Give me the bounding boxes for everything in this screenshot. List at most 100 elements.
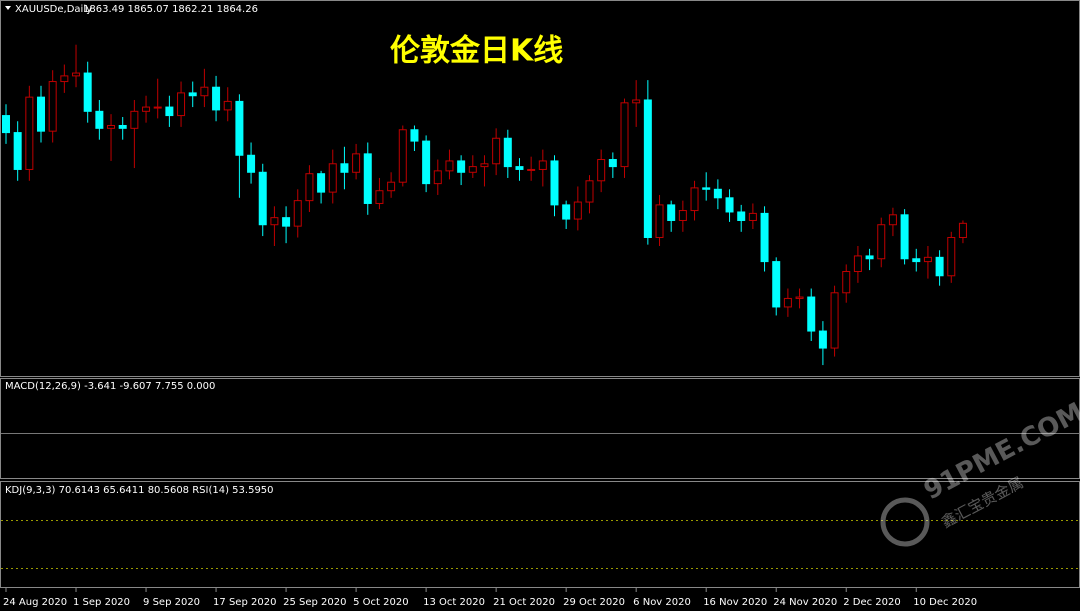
x-tick-label: 9 Sep 2020 (143, 597, 200, 608)
candle-body (818, 330, 827, 349)
candle-body (375, 190, 384, 204)
ohlc-label: 1863.49 1865.07 1862.21 1864.26 (83, 4, 258, 15)
candle-body (877, 224, 886, 260)
candle-body (632, 99, 641, 104)
candle-body (783, 297, 792, 308)
candle-body (725, 197, 734, 213)
candle-body (352, 153, 361, 173)
candle-body (457, 160, 466, 173)
candle-body (737, 211, 746, 221)
candle-body (538, 160, 547, 170)
candle-body (188, 92, 197, 97)
candle-body (410, 129, 419, 142)
candle-body (585, 180, 594, 203)
candle-body (515, 166, 524, 170)
candle-body (72, 72, 81, 77)
candle-body (37, 96, 46, 132)
x-tick-label: 1 Sep 2020 (73, 597, 130, 608)
x-tick-label: 25 Sep 2020 (283, 597, 346, 608)
candles (2, 44, 967, 366)
watermark-logo (880, 497, 930, 547)
candle-body (60, 75, 69, 83)
candle-body (690, 187, 699, 212)
x-tick-label: 2 Dec 2020 (843, 597, 901, 608)
candle-body (842, 271, 851, 294)
candle-body (258, 171, 267, 226)
candle-body (177, 92, 186, 117)
candle-body (118, 124, 127, 129)
candle-body (503, 137, 512, 168)
candle-body (573, 201, 582, 220)
candle-body (667, 204, 676, 221)
candle-body (282, 217, 291, 227)
candle-body (853, 255, 862, 273)
candle-body (678, 210, 687, 221)
candle-body (25, 96, 34, 170)
candle-body (900, 214, 909, 260)
candle-body (328, 163, 337, 193)
candle-body (13, 132, 22, 170)
candle-body (2, 115, 10, 134)
candle-body (153, 106, 162, 109)
candle-body (48, 81, 57, 132)
candle-body (200, 86, 209, 97)
x-tick-label: 16 Nov 2020 (703, 597, 767, 608)
menu-triangle[interactable] (5, 6, 11, 10)
candle-body (597, 159, 606, 182)
candle-body (363, 153, 372, 204)
x-tick-label: 29 Oct 2020 (563, 597, 625, 608)
candle-body (865, 255, 874, 260)
candle-body (807, 296, 816, 332)
candle-body (130, 110, 139, 129)
x-tick-label: 17 Sep 2020 (213, 597, 276, 608)
candle-body (830, 292, 839, 349)
candle-body (223, 100, 232, 111)
x-tick-label: 24 Aug 2020 (3, 597, 67, 608)
candle-body (235, 100, 244, 156)
candle-body (433, 170, 442, 185)
candle-body (912, 258, 921, 263)
candle-body (305, 173, 314, 202)
candle-body (947, 236, 956, 277)
x-tick-label: 6 Nov 2020 (633, 597, 691, 608)
candle-body (247, 154, 256, 173)
candle-body (165, 106, 174, 117)
candle-body (445, 160, 454, 172)
candle-body (83, 72, 92, 112)
candle-body (888, 214, 897, 226)
candle-body (923, 256, 932, 263)
x-tick-label: 5 Oct 2020 (353, 597, 408, 608)
candle-body (480, 163, 489, 168)
candle-body (760, 212, 769, 263)
candle-body (492, 137, 501, 165)
candle-body (655, 204, 664, 238)
candle-body (562, 204, 571, 220)
candle-body (422, 140, 431, 185)
candle-body (713, 188, 722, 199)
candle-body (107, 124, 116, 129)
candle-body (340, 163, 349, 173)
candle-body (550, 160, 559, 206)
candle-body (643, 99, 652, 238)
chart-title: 伦敦金日K线 (390, 34, 563, 69)
candle-body (270, 217, 279, 226)
candle-body (95, 110, 104, 129)
candle-body (387, 181, 396, 192)
candle-body (795, 296, 804, 299)
candle-body (748, 212, 757, 221)
date-axis: 24 Aug 2020 1 Sep 2020 9 Sep 2020 17 Sep 20… (3, 588, 977, 608)
candle-body (317, 173, 326, 193)
candle-body (212, 86, 221, 111)
candle-body (935, 256, 944, 277)
x-tick-label: 13 Oct 2020 (423, 597, 485, 608)
candle-body (702, 187, 711, 190)
candle-body (958, 222, 967, 238)
candle-body (527, 168, 536, 171)
candle-body (468, 166, 477, 173)
symbol-label: XAUUSDe,Daily (15, 4, 92, 15)
candle-body (293, 200, 302, 227)
candle-body (398, 129, 407, 183)
candle-body (142, 106, 151, 112)
